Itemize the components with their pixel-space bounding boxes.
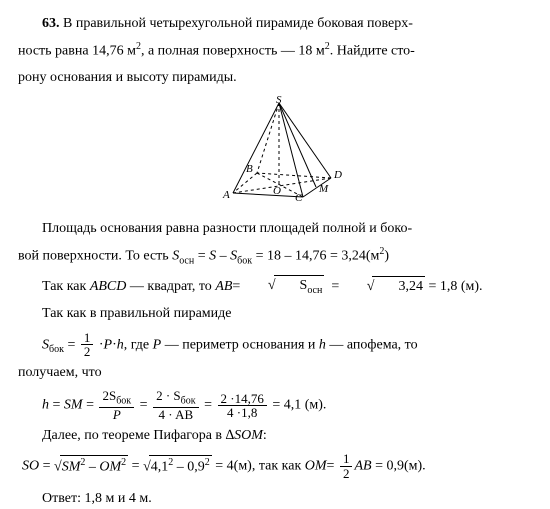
label-s: S [276,95,282,106]
sqrt-icon: √Sосн [244,275,325,298]
label-b: B [246,163,253,175]
solution-line-3: Так как ABCD — квадрат, то AB= √Sосн = √… [18,275,532,298]
problem-number: 63. [42,16,60,31]
pyramid-diagram: S A B D C O M [18,95,532,209]
problem-text-1: В правильной четырехугольной пирамиде бо… [63,16,413,31]
label-m: M [318,183,329,195]
solution-line-4: Так как в правильной пирамиде [18,304,532,324]
sqrt-icon: √3,24 [343,276,425,297]
problem-statement-line2: ность равна 14,76 м2, а полная поверхнос… [18,40,532,62]
equation-h: h = SM = 2SбокP = 2 · Sбок4 · AB = 2 ·14… [42,389,532,422]
solution-line-1: Площадь основания равна разности площаде… [18,219,532,239]
solution-line-2: вой поверхности. То есть Sосн = S – Sбок… [18,245,532,269]
label-c: C [295,192,303,202]
equation-so: SO = √SM2 – OM2 = √4,12 – 0,92 = 4(м), т… [22,452,532,480]
sqrt-icon: √4,12 – 0,92 [143,455,212,478]
equation-sbok: Sбок = 12 ·P·h, где P — периметр основан… [42,331,532,359]
label-a: A [222,189,230,201]
answer-line: Ответ: 1,8 м и 4 м. [18,489,532,509]
sqrt-icon: √SM2 – OM2 [54,455,128,478]
solution-line-6: Далее, по теореме Пифагора в ∆SOM: [18,426,532,446]
problem-statement-line1: 63. В правильной четырехугольной пирамид… [18,14,532,34]
label-d: D [333,169,342,181]
solution-line-5: получаем, что [18,363,532,383]
label-o: O [273,185,281,197]
problem-statement-line3: рону основания и высоту пирамиды. [18,68,532,88]
pyramid-svg: S A B D C O M [203,95,348,202]
